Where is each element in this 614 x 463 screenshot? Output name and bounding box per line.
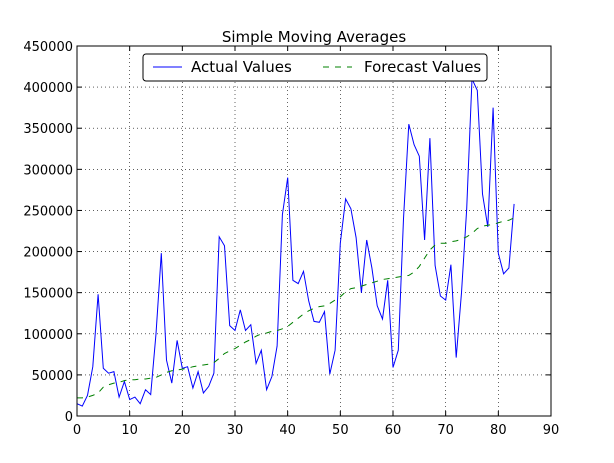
legend-label-actual: Actual Values	[191, 58, 292, 76]
y-tick-label: 250000	[23, 204, 73, 219]
chart-title: Simple Moving Averages	[222, 28, 407, 46]
x-tick-label: 0	[73, 423, 81, 438]
legend-box	[142, 53, 488, 82]
x-tick-label: 30	[227, 423, 244, 438]
x-tick-label: 60	[385, 423, 402, 438]
series-line-actual	[76, 78, 515, 407]
plot-frame	[76, 45, 552, 417]
x-tick-label: 50	[332, 423, 349, 438]
x-tick-label: 20	[174, 423, 191, 438]
series-line-forecast	[77, 217, 515, 399]
x-tick-label: 80	[490, 423, 507, 438]
x-tick-label: 90	[543, 423, 560, 438]
legend: Actual Values Forecast Values	[142, 53, 488, 82]
ticks: 0 10 20 30 40 50 60 70 80 90 0 50000 100000 150000 200…	[23, 40, 559, 438]
y-tick-label: 150000	[23, 287, 73, 302]
y-tick-label: 0	[65, 410, 73, 425]
y-tick-label: 50000	[32, 369, 73, 384]
x-tick-label: 70	[437, 423, 454, 438]
y-tick-label: 200000	[23, 246, 73, 261]
x-tick-label: 10	[121, 423, 138, 438]
y-tick-label: 350000	[23, 122, 73, 137]
x-tick-label: 40	[279, 423, 296, 438]
y-tick-label: 450000	[23, 40, 73, 55]
y-tick-label: 100000	[23, 328, 73, 343]
series-lines	[76, 78, 515, 407]
grid	[76, 45, 552, 417]
y-tick-label: 400000	[23, 81, 73, 96]
legend-label-forecast: Forecast Values	[364, 58, 481, 76]
y-tick-label: 300000	[23, 163, 73, 178]
